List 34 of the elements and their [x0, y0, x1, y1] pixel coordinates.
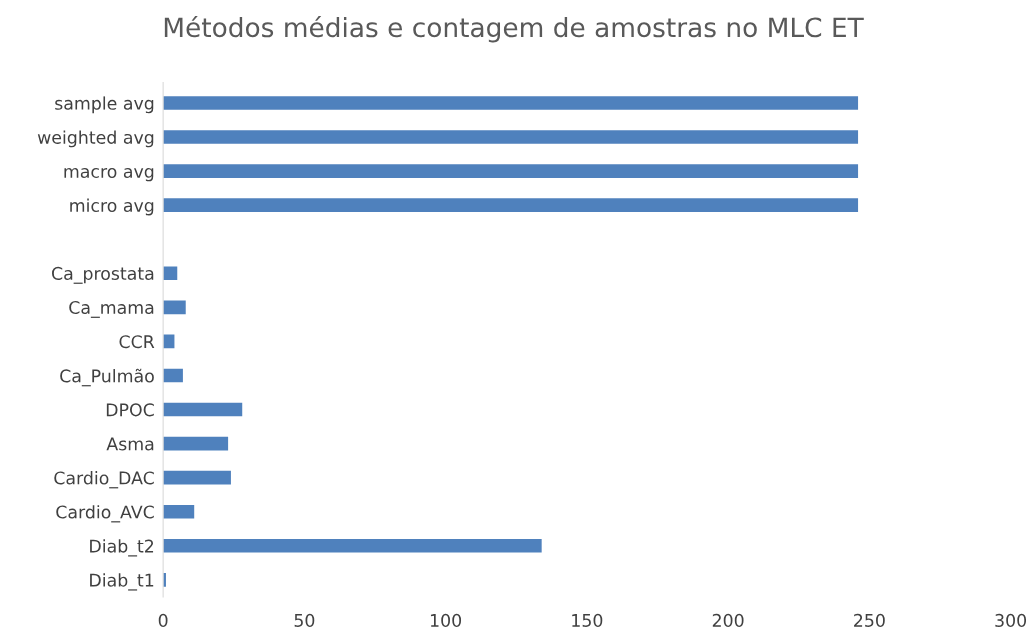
y-tick-label: Ca_prostata — [52, 266, 154, 284]
y-tick-label: Ca_mama — [69, 300, 154, 318]
x-tick-label: 300 — [995, 613, 1026, 628]
y-tick-label: Cardio_DAC — [54, 471, 154, 489]
chart-title: Métodos médias e contagem de amostras no MLC ET — [164, 15, 864, 43]
x-tick-label: 0 — [158, 613, 168, 628]
x-tick-label: 250 — [854, 613, 885, 628]
y-tick-label: CCR — [119, 335, 155, 349]
y-tick-label: macro avg — [64, 167, 154, 182]
y-tick-label: Diab_t1 — [90, 573, 154, 591]
bar — [163, 130, 859, 144]
bar — [163, 96, 859, 110]
y-tick-label: sample avg — [55, 96, 154, 114]
bar — [163, 470, 231, 485]
x-tick-label: 200 — [712, 613, 744, 628]
bar — [163, 504, 195, 519]
x-tick-label: 100 — [430, 613, 462, 628]
y-tick-label: Cardio_AVC — [56, 505, 154, 523]
y-tick-label: micro avg — [70, 198, 154, 216]
bar — [163, 266, 178, 281]
y-tick-label: Asma — [106, 437, 154, 451]
bar — [163, 300, 186, 315]
bar — [163, 198, 859, 212]
bar — [163, 538, 542, 553]
y-tick-label: Diab_t2 — [90, 539, 154, 557]
bar — [163, 402, 243, 417]
bar — [163, 164, 859, 178]
bar — [163, 436, 229, 451]
x-tick-label: 150 — [572, 613, 603, 628]
y-tick-label: DPOC — [106, 403, 154, 417]
x-tick-label: 50 — [294, 613, 315, 628]
y-tick-label: Ca_Pulmão — [60, 368, 154, 387]
y-tick-label: weighted avg — [37, 130, 154, 148]
bar — [163, 368, 183, 383]
